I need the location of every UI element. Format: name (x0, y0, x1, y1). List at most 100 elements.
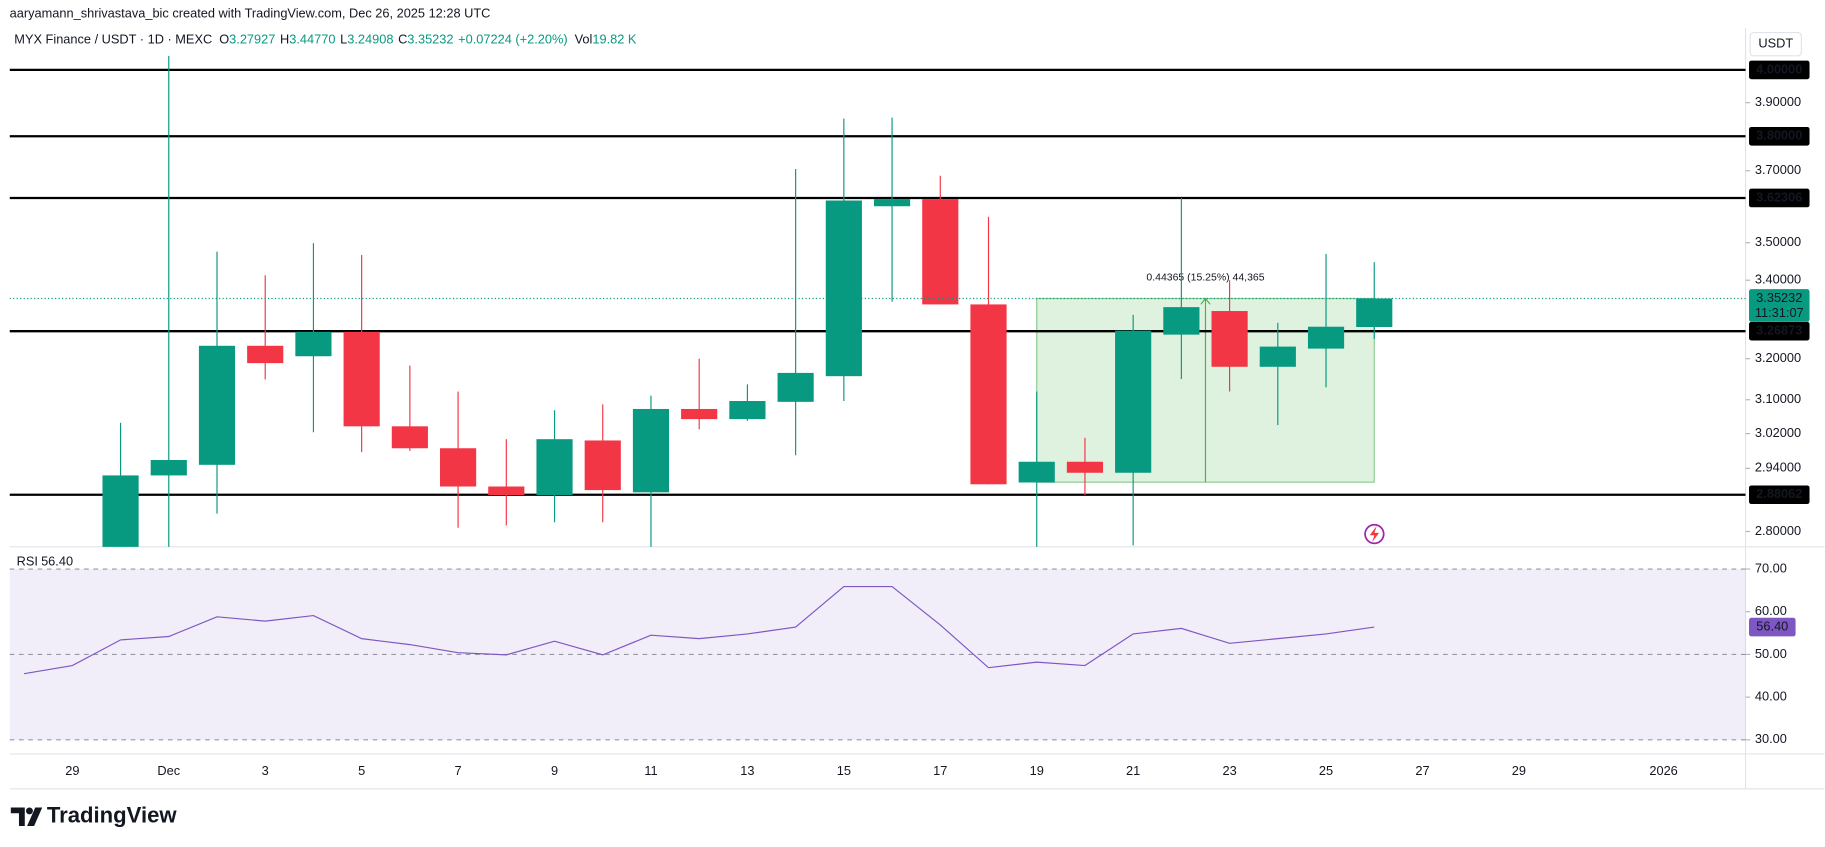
volume: 19.82 K (592, 32, 637, 47)
legend: MYX Finance / USDT · 1D · MEXC O3.27927 H3… (14, 32, 637, 47)
candle-body (729, 401, 766, 420)
volume-label: Vol (575, 32, 593, 47)
price-pane: 0.44365 (15.25%) 44,365 (9, 56, 1746, 547)
y-tick-label: 3.50000 (1755, 234, 1801, 249)
candle-body (1018, 461, 1055, 483)
level-label-box (1749, 188, 1810, 208)
x-tick-label: 11 (644, 763, 657, 778)
candle-body (102, 475, 139, 547)
countdown: 11:31:07 (1755, 305, 1804, 320)
x-tick-label: 21 (1126, 763, 1140, 778)
candle-body (681, 408, 718, 420)
rsi-pane (9, 568, 1746, 741)
x-tick-label: 29 (65, 763, 79, 778)
ohlc-value: 3.44770 (289, 32, 335, 47)
x-tick-label: 23 (1222, 763, 1236, 778)
level-label-box (1749, 126, 1810, 146)
rsi-value-box (1749, 617, 1796, 637)
credit: aaryamann_shrivastava_bic created with T… (10, 5, 491, 20)
rsi-y-tick-label: 40.00 (1755, 689, 1787, 704)
x-tick-label: 27 (1415, 763, 1429, 778)
rsi-y-tick-label: 50.00 (1755, 646, 1787, 661)
candle-body (1259, 346, 1296, 367)
last-price-label: 3.35232 (1756, 290, 1802, 305)
x-tick-label: 3 (262, 763, 269, 778)
level-label: 3.26873 (1756, 323, 1802, 338)
ohlc-value: 3.35232 (407, 32, 453, 47)
candle-body (247, 345, 284, 364)
measure-arrowhead (1200, 297, 1211, 305)
x-tick-label: 25 (1319, 763, 1333, 778)
candle-body (584, 440, 621, 491)
currency[interactable]: USDT (1758, 36, 1793, 51)
x-tick-label: 2026 (1649, 763, 1677, 778)
x-tick-label: 5 (358, 763, 365, 778)
rsi-name: RSI (17, 553, 38, 568)
candle-body (343, 331, 380, 427)
level-label: 3.80000 (1756, 128, 1802, 143)
ohlc-label: O (219, 32, 229, 47)
candle-body (1066, 461, 1104, 473)
candle-body (440, 448, 477, 487)
x-tick-label: 7 (455, 763, 462, 778)
candle-body (922, 199, 959, 305)
candle-body (536, 439, 573, 496)
y-tick-label: 3.20000 (1755, 350, 1801, 365)
candle-body (150, 460, 187, 476)
rsi-y-tick-label: 70.00 (1755, 560, 1787, 575)
candle-body (1115, 330, 1152, 473)
level-label-box (1749, 485, 1810, 505)
y-tick-label: 2.80000 (1755, 523, 1801, 538)
ohlc-value: 3.24908 (347, 32, 393, 47)
change: +0.07224 (+2.20%) (458, 32, 567, 47)
level-label-box (1749, 321, 1810, 341)
candle-body (295, 331, 332, 357)
x-tick-label: 13 (740, 763, 754, 778)
candle-body (198, 345, 236, 465)
symbol: MYX Finance / USDT · 1D · MEXC (14, 32, 212, 47)
rsi-y-tick-label: 60.00 (1755, 603, 1787, 618)
level-label: 4.00000 (1756, 61, 1802, 76)
candle-body (1307, 326, 1345, 349)
measure-label: 0.44365 (15.25%) 44,365 (1146, 272, 1264, 283)
candle-body (873, 199, 911, 207)
rsi-y-tick-label: 30.00 (1755, 731, 1787, 746)
rsi-line (24, 585, 1375, 675)
candle-body (391, 426, 428, 449)
x-tick-label: 29 (1512, 763, 1526, 778)
candle-body (825, 200, 862, 377)
x-tick-label: 9 (551, 763, 558, 778)
axes: 29 Dec 3 5 7 9 11 13 15 17 19 21 23 25 27 29 2026 3.90000… (17, 60, 1810, 778)
ohlc-label: C (398, 32, 407, 47)
ohlc-label: L (340, 32, 347, 47)
level-label: 2.88062 (1756, 486, 1802, 501)
x-tick-label: Dec (157, 763, 180, 778)
candle-body (632, 408, 670, 493)
y-tick-label: 3.90000 (1755, 94, 1801, 109)
level-label: 3.62306 (1756, 189, 1802, 204)
candle-body (488, 486, 525, 496)
rsi-value-label: 56.40 (1756, 618, 1788, 633)
currency-box[interactable] (1749, 31, 1802, 57)
x-tick-label: 17 (933, 763, 947, 778)
ohlc-label: H (280, 32, 289, 47)
y-tick-label: 3.10000 (1755, 391, 1801, 406)
candle-body (1163, 307, 1200, 335)
candle-body (970, 304, 1007, 485)
x-tick-label: 15 (837, 763, 851, 778)
rsi-legend-value: 56.40 (41, 553, 73, 568)
ohlc-value: 3.27927 (229, 32, 275, 47)
candle-body (1211, 311, 1248, 367)
logo-mark (10, 807, 43, 827)
candle-body (777, 372, 814, 402)
y-tick-label: 3.02000 (1755, 425, 1801, 440)
y-tick-label: 2.94000 (1755, 460, 1801, 475)
last-price-box (1749, 289, 1810, 322)
y-tick-label: 3.70000 (1755, 162, 1801, 177)
level-label-box (1749, 60, 1810, 80)
lightning-icon[interactable] (1364, 523, 1385, 545)
logo: TradingView (47, 803, 178, 828)
